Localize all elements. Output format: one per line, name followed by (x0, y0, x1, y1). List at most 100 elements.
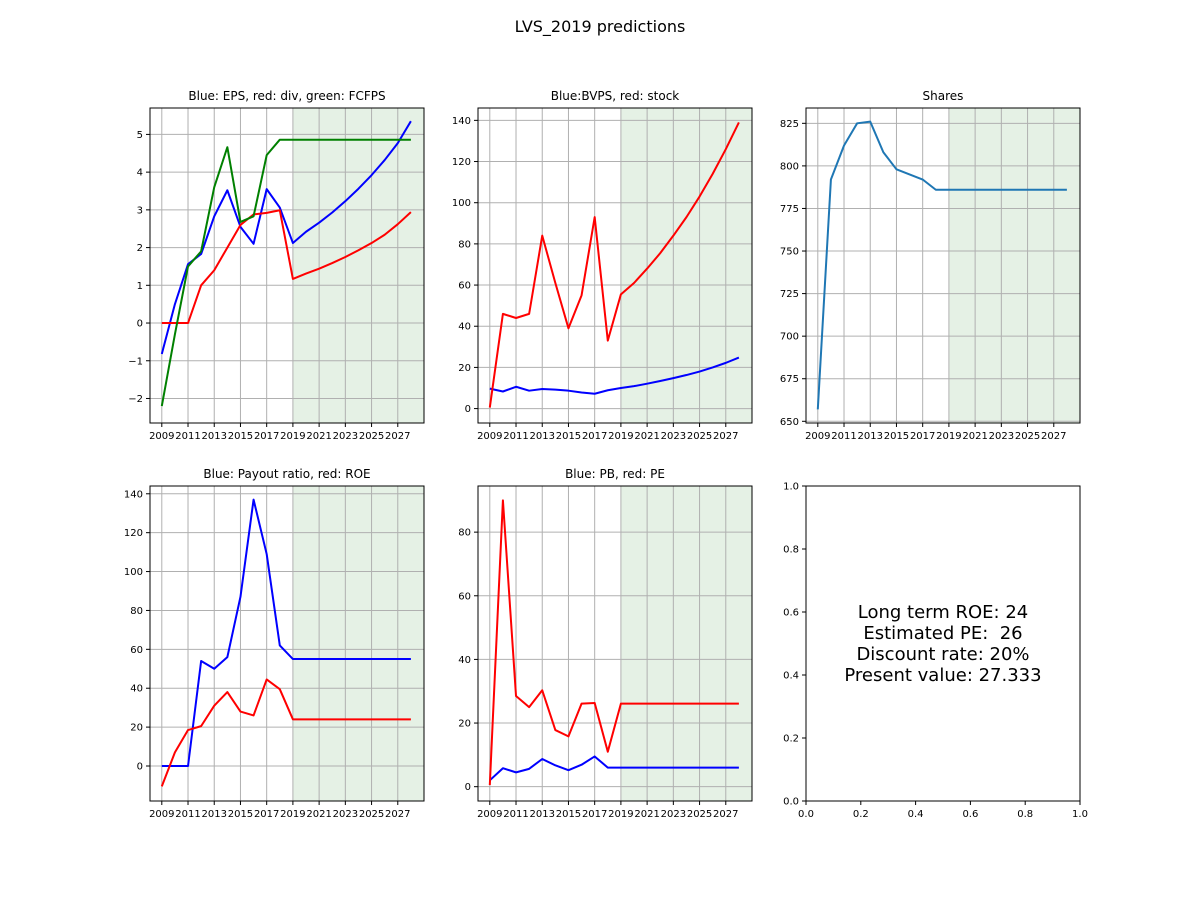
axes-frame (805, 485, 1081, 802)
x-tick-label: 2027 (385, 431, 410, 442)
subplot-grid: 2009 2011 2013 2015 2017 2019 2021 2023 2025 2027… (124, 89, 1088, 820)
y-tick-label: 775 (780, 204, 799, 215)
axes-frame (149, 485, 425, 802)
y-tick-label: 1 (137, 281, 143, 292)
y-tick-label: 0.8 (783, 545, 799, 556)
summary-panel: 0.0 0.2 0.4 0.6 0.8 1.0 0.0 0.2 0.4 0.6 0.8 1.0 Long… (783, 482, 1088, 821)
y-tick-label: 0 (465, 782, 471, 793)
x-tick-label: 2009 (149, 809, 174, 820)
y-tick-label: 100 (452, 198, 471, 209)
x-tick-label: 2021 (962, 431, 987, 442)
x-tick-label: 2013 (202, 809, 227, 820)
y-tick-label: 0.2 (783, 734, 799, 745)
x-tick-label: 2019 (608, 809, 633, 820)
subplot-title: Shares (923, 89, 964, 103)
forecast-region (620, 108, 752, 423)
y-tick-label: 750 (780, 247, 799, 258)
x-tick-label: 2027 (1041, 431, 1066, 442)
subplot-title: Blue:BVPS, red: stock (551, 89, 680, 103)
x-tick-label: 2019 (280, 809, 305, 820)
x-tick-label: 2013 (202, 431, 227, 442)
y-tick-label: 120 (452, 157, 471, 168)
y-tick-label: 40 (458, 322, 471, 333)
series-line-red (488, 121, 740, 408)
y-tick-label: 80 (130, 606, 143, 617)
x-tick-label: 2021 (306, 809, 331, 820)
forecast-region (292, 486, 424, 801)
forecast-region (620, 486, 752, 801)
subplot-title: Blue: Payout ratio, red: ROE (203, 467, 370, 481)
axes-frame (805, 107, 1081, 424)
series-line-red (488, 499, 739, 786)
x-tick-label: 2009 (477, 809, 502, 820)
subplot-title: Blue: PB, red: PE (565, 467, 665, 481)
subplot-2: 2009 2011 2013 2015 2017 2019 2021 2023 2025 2027… (452, 89, 753, 442)
y-tick-label: 0 (137, 762, 143, 773)
subplot-4: 2009 2011 2013 2015 2017 2019 2021 2023 2025 2027… (124, 467, 425, 820)
y-tick-label: 825 (780, 119, 799, 130)
x-tick-label: 0.0 (798, 809, 814, 820)
x-tick-label: 2009 (149, 431, 174, 442)
series-line-blue (161, 498, 411, 767)
y-tick-label: 0 (465, 404, 471, 415)
x-tick-label: 2015 (228, 431, 253, 442)
y-tick-label: 80 (458, 528, 471, 539)
axes-frame (477, 485, 753, 802)
x-tick-label: 2025 (687, 431, 712, 442)
x-tick-label: 0.4 (908, 809, 924, 820)
x-tick-label: 2017 (254, 431, 279, 442)
series-line-blue (489, 755, 739, 782)
y-tick-label: 20 (458, 719, 471, 730)
axes-frame (477, 107, 753, 424)
x-tick-label: 1.0 (1072, 809, 1088, 820)
subplot-5: 2009 2011 2013 2015 2017 2019 2021 2023 2025 2027… (458, 467, 753, 820)
x-tick-label: 2013 (530, 431, 555, 442)
x-tick-label: 2017 (910, 431, 935, 442)
y-tick-label: 140 (124, 489, 143, 500)
x-tick-label: 2021 (306, 431, 331, 442)
series-line-blue (160, 120, 412, 355)
x-tick-label: 2011 (175, 809, 200, 820)
x-tick-label: 2009 (805, 431, 830, 442)
y-tick-label: 60 (458, 281, 471, 292)
subplot-1: 2009 2011 2013 2015 2017 2019 2021 2023 2025 2027… (128, 89, 425, 442)
x-tick-label: 2023 (333, 809, 358, 820)
y-tick-label: 120 (124, 528, 143, 539)
y-tick-label: 0 (137, 319, 143, 330)
y-tick-label: 80 (458, 239, 471, 250)
series-line-default_line (816, 120, 1067, 410)
x-tick-label: 2021 (634, 431, 659, 442)
summary-line: Long term ROE: 24 (858, 602, 1029, 623)
x-tick-label: 2011 (503, 431, 528, 442)
y-tick-label: 20 (130, 723, 143, 734)
y-tick-label: 100 (124, 567, 143, 578)
x-tick-label: 2025 (359, 809, 384, 820)
x-tick-label: 2023 (661, 809, 686, 820)
y-tick-label: 675 (780, 374, 799, 385)
x-tick-label: 2015 (556, 809, 581, 820)
subplot-title: Blue: EPS, red: div, green: FCFPS (188, 89, 385, 103)
x-tick-label: 2015 (228, 809, 253, 820)
x-tick-label: 2027 (385, 809, 410, 820)
x-tick-label: 2013 (858, 431, 883, 442)
x-tick-label: 2011 (831, 431, 856, 442)
x-tick-label: 2027 (713, 809, 738, 820)
y-tick-label: −1 (128, 356, 143, 367)
x-tick-label: 0.8 (1017, 809, 1033, 820)
forecast-region (292, 108, 424, 423)
x-tick-label: 2019 (608, 431, 633, 442)
x-tick-label: 2021 (634, 809, 659, 820)
y-tick-label: 650 (780, 417, 799, 428)
y-tick-label: 40 (130, 684, 143, 695)
y-tick-label: 0.4 (783, 671, 799, 682)
subplot-3: 2009 2011 2013 2015 2017 2019 2021 2023 2025 2027… (780, 89, 1081, 442)
x-tick-label: 0.2 (853, 809, 869, 820)
x-tick-label: 2019 (936, 431, 961, 442)
y-tick-label: 140 (452, 116, 471, 127)
x-tick-label: 2009 (477, 431, 502, 442)
x-tick-label: 2017 (582, 809, 607, 820)
series-line-blue (489, 356, 740, 395)
x-tick-label: 2015 (884, 431, 909, 442)
y-tick-label: 5 (137, 130, 143, 141)
y-tick-label: 3 (137, 205, 143, 216)
